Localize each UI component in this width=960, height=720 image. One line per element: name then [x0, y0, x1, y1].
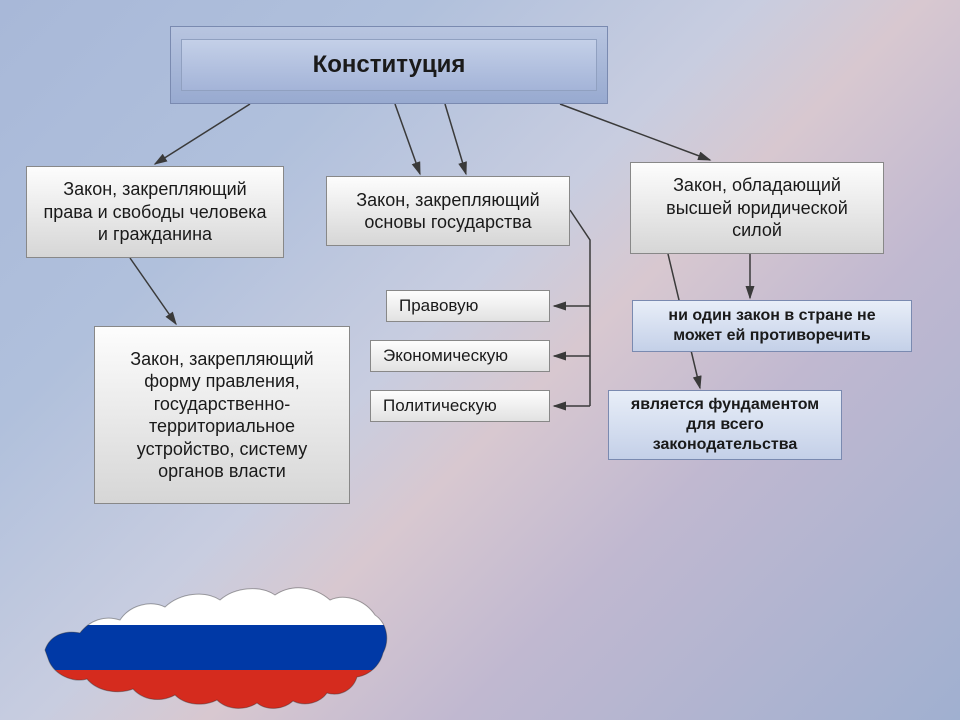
- box-political: Политическую: [370, 390, 550, 422]
- russia-map-icon: [35, 545, 395, 715]
- box-legal: Правовую: [386, 290, 550, 322]
- box-rights: Закон, закрепляющий права и свободы чело…: [26, 166, 284, 258]
- box-basics: Закон, закрепляющий основы государства: [326, 176, 570, 246]
- box-fundament: является фундаментом для всего законодат…: [608, 390, 842, 460]
- box-title: Конституция: [170, 26, 608, 104]
- box-supreme: Закон, обладающий высшей юридической сил…: [630, 162, 884, 254]
- title-text: Конституция: [313, 50, 466, 80]
- box-form: Закон, закрепляющий форму правления, гос…: [94, 326, 350, 504]
- box-no-law: ни один закон в стране не может ей проти…: [632, 300, 912, 352]
- box-economic: Экономическую: [370, 340, 550, 372]
